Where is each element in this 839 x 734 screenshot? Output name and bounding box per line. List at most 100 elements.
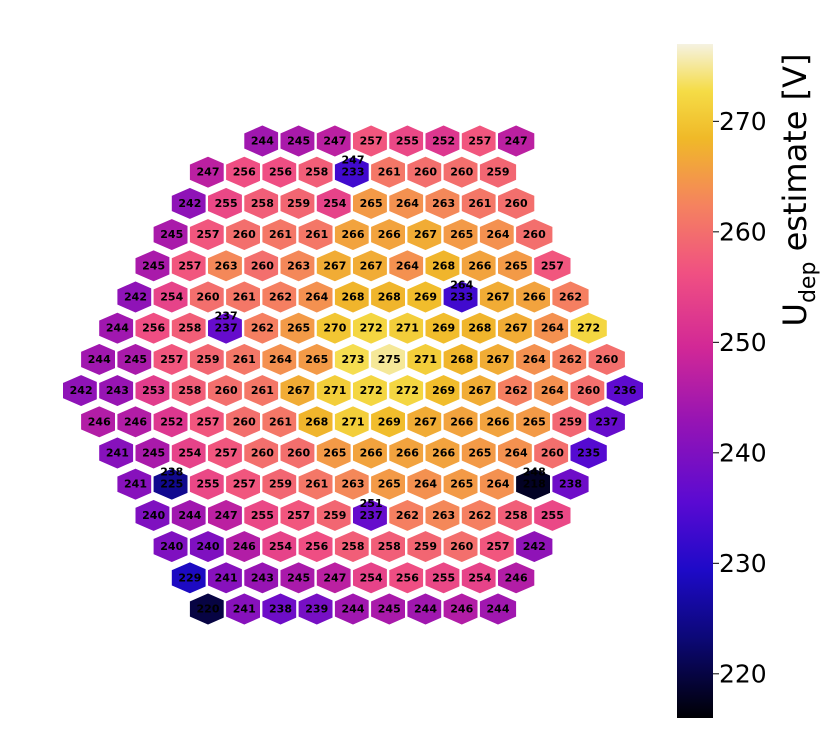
hex-cell-value: 266: [450, 415, 473, 428]
hex-cell-value: 261: [378, 166, 401, 179]
hex-cell-value: 245: [142, 447, 165, 460]
hex-cell-value: 269: [378, 415, 401, 428]
hex-cell-value: 259: [197, 353, 220, 366]
colorbar-label-rest: estimate [V]: [776, 54, 814, 262]
hex-cell-value: 247: [323, 135, 346, 148]
hex-cell-value: 246: [124, 415, 147, 428]
hex-cell-value: 262: [251, 322, 274, 335]
hex-cell-value: 244: [88, 353, 111, 366]
hex-cell-value: 229: [178, 571, 201, 584]
hex-cell-value: 259: [487, 166, 510, 179]
hex-cell-value: 242: [523, 540, 546, 553]
hex-cell-value: 265: [468, 447, 491, 460]
hex-cell-value: 258: [305, 166, 328, 179]
hex-cell: [495, 122, 537, 160]
hex-cell-value: 267: [360, 259, 383, 272]
hex-cell-value: 257: [197, 415, 220, 428]
colorbar: 220 230 240 250 260 270 Udep estimate [V]: [677, 44, 821, 718]
hex-cell-value: 271: [323, 384, 346, 397]
hex-cell-value: 262: [269, 291, 292, 304]
colorbar-tick-label: 240: [719, 438, 767, 467]
colorbar-label-sub: dep: [796, 262, 821, 303]
hex-cell-value: 257: [233, 478, 256, 491]
hex-cell-value: 268: [450, 353, 473, 366]
hex-cell-value: 260: [233, 415, 256, 428]
hex-cell-value: 262: [468, 509, 491, 522]
hex-cell-value: 275: [378, 353, 401, 366]
colorbar-tick-label: 230: [719, 549, 767, 578]
hex-cell-value: 265: [378, 478, 401, 491]
hex-cell-value: 263: [215, 259, 238, 272]
hex-cell: [205, 122, 247, 160]
hex-cell-value: 247: [505, 135, 528, 148]
hex-cell-value: 254: [269, 540, 292, 553]
hex-cell-value: 265: [360, 197, 383, 210]
hex-cell-value: 264: [305, 291, 328, 304]
hex-cell-value: 262: [559, 353, 582, 366]
hex-cell: [550, 466, 591, 503]
colorbar-gradient: [677, 44, 713, 718]
hex-cell-value: 241: [215, 571, 238, 584]
hex-cell-value: 241: [106, 447, 129, 460]
hex-cell-value: 261: [269, 228, 292, 241]
hex-cell-value: 264: [541, 322, 564, 335]
hex-cell-offset-value: 264: [450, 279, 473, 292]
hex-cell-value: 260: [414, 166, 437, 179]
hex-cell-value: 262: [559, 291, 582, 304]
hex-cell-value: 266: [432, 447, 455, 460]
hex-cell-value: 240: [197, 540, 220, 553]
hex-cell-value: 258: [342, 540, 365, 553]
hex-cell-value: 267: [505, 322, 528, 335]
hex-cell-value: 258: [505, 509, 528, 522]
hex-cell-value: 259: [414, 540, 437, 553]
hex-cell-value: 267: [468, 384, 491, 397]
hex-cell-value: 247: [197, 166, 220, 179]
hex-cell-value: 267: [323, 259, 346, 272]
hex-cell-value: 244: [106, 322, 129, 335]
hex-cell-value: 256: [396, 571, 419, 584]
hex-cell-value: 261: [233, 353, 256, 366]
colorbar-tick-label: 220: [719, 659, 767, 688]
hex-cell-value: 263: [432, 197, 455, 210]
hex-cell-value: 257: [197, 228, 220, 241]
hex-cell-value: 235: [577, 447, 600, 460]
hex-cell-value: 255: [251, 509, 274, 522]
hex-cell-value: 259: [323, 509, 346, 522]
colorbar-tick-label: 250: [719, 328, 767, 357]
hex-cell-value: 233: [450, 291, 473, 304]
hex-cell-value: 264: [269, 353, 292, 366]
hex-cell-value: 245: [142, 259, 165, 272]
hex-cell-value: 238: [559, 478, 582, 491]
hex-cell-offset-value: 237: [215, 310, 238, 323]
hex-cell-value: 264: [523, 353, 546, 366]
hex-cell-value: 261: [233, 291, 256, 304]
hex-cell-value: 256: [233, 166, 256, 179]
hex-cell-value: 257: [215, 447, 238, 460]
hex-cell: [586, 341, 628, 378]
hex-cell-value: 237: [595, 415, 618, 428]
hex-cell-value: 241: [233, 603, 256, 616]
hex-cell-value: 262: [396, 509, 419, 522]
hex-cell-value: 255: [541, 509, 564, 522]
hex-cell-value: 260: [523, 228, 546, 241]
hex-cell-value: 272: [577, 322, 600, 335]
hex-cell: [604, 372, 646, 409]
hex-cell-value: 254: [360, 571, 383, 584]
hex-cell-value: 260: [215, 384, 238, 397]
hex-cell: [495, 559, 537, 596]
hex-cell-value: 263: [432, 509, 455, 522]
hex-cell-value: 261: [468, 197, 491, 210]
hex-cell: [531, 497, 573, 534]
hex-cell: [513, 216, 555, 253]
hex-cell-value: 263: [287, 259, 310, 272]
hex-cell-value: 238: [269, 603, 292, 616]
hex-cell-value: 257: [468, 135, 491, 148]
hex-cell-value: 257: [160, 353, 183, 366]
hex-cell-value: 256: [305, 540, 328, 553]
hex-cell-value: 265: [287, 322, 310, 335]
hex-cell-value: 257: [287, 509, 310, 522]
hex-cell-offset-value: 247: [342, 154, 365, 167]
hex-cell-value: 254: [323, 197, 346, 210]
hex-cell-value: 266: [342, 228, 365, 241]
